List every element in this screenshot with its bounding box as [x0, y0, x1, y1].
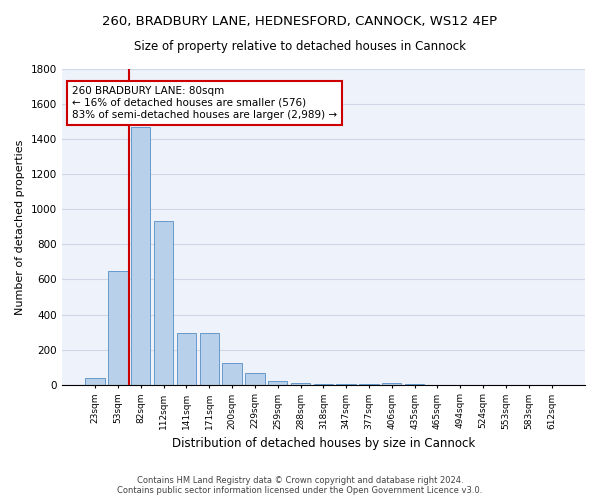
Bar	[131, 127, 151, 384]
Text: 260, BRADBURY LANE, HEDNESFORD, CANNOCK, WS12 4EP: 260, BRADBURY LANE, HEDNESFORD, CANNOCK,…	[103, 15, 497, 28]
Text: 260 BRADBURY LANE: 80sqm
← 16% of detached houses are smaller (576)
83% of semi-: 260 BRADBURY LANE: 80sqm ← 16% of detach…	[72, 86, 337, 120]
Bar	[200, 333, 219, 384]
Bar	[154, 220, 173, 384]
Bar	[177, 333, 196, 384]
Bar	[382, 382, 401, 384]
Bar	[85, 378, 105, 384]
Bar	[245, 374, 265, 384]
Bar	[268, 381, 287, 384]
Y-axis label: Number of detached properties: Number of detached properties	[15, 139, 25, 314]
Bar	[108, 270, 128, 384]
Text: Contains HM Land Registry data © Crown copyright and database right 2024.
Contai: Contains HM Land Registry data © Crown c…	[118, 476, 482, 495]
Text: Size of property relative to detached houses in Cannock: Size of property relative to detached ho…	[134, 40, 466, 53]
X-axis label: Distribution of detached houses by size in Cannock: Distribution of detached houses by size …	[172, 437, 475, 450]
Bar	[223, 362, 242, 384]
Bar	[291, 383, 310, 384]
